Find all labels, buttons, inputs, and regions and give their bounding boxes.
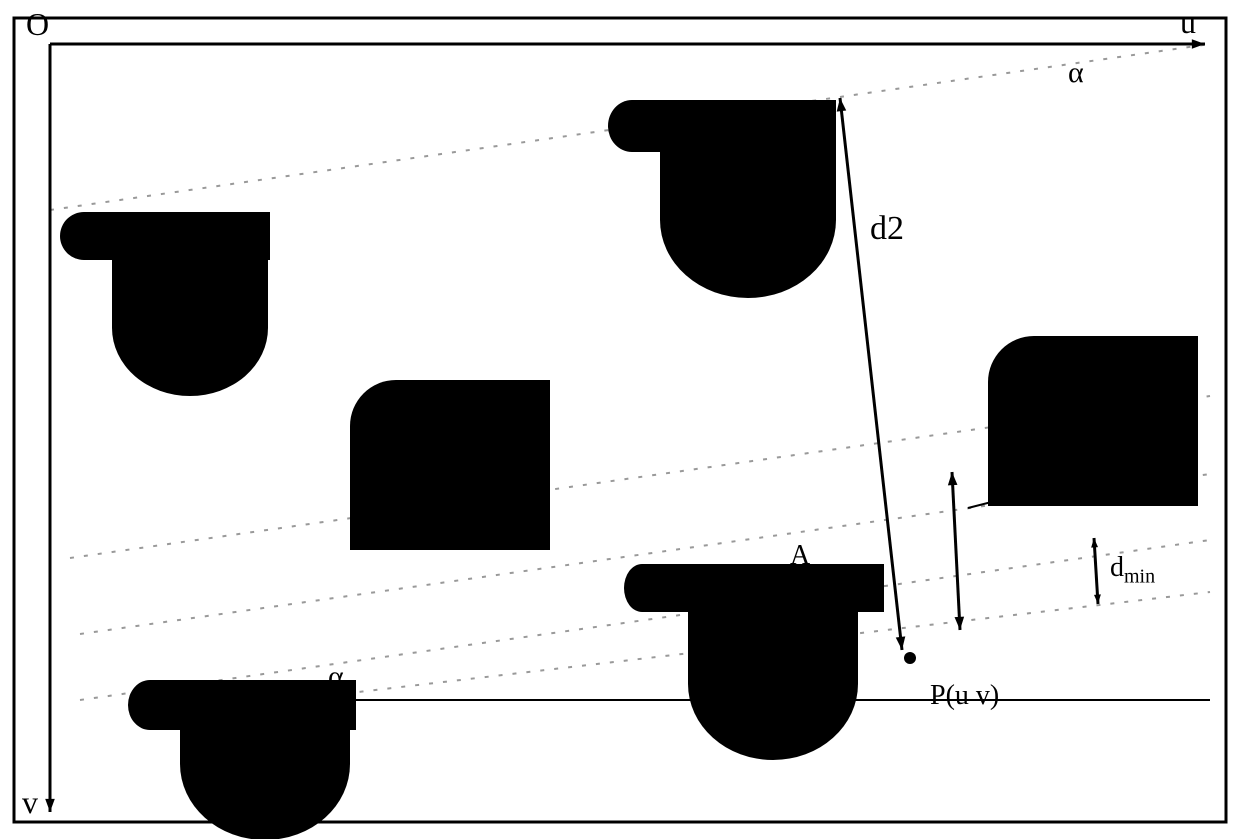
point-p-marker: [904, 652, 916, 664]
shapes-group: [60, 100, 1198, 839]
dmin-label: dmin: [1110, 552, 1155, 589]
origin-label: O: [26, 6, 49, 43]
point-p-label: P(u v): [930, 680, 999, 712]
v-arrow-icon: [45, 799, 55, 812]
a-label: A: [790, 540, 810, 572]
u-axis-label: u: [1180, 4, 1196, 41]
alpha-top-label: α: [1068, 56, 1084, 90]
alpha-bottom-label: α: [328, 660, 344, 694]
diagram-canvas: [0, 0, 1240, 839]
v-axis-label: v: [22, 784, 38, 821]
d1-label: d1: [1082, 462, 1116, 500]
d2-label: d2: [870, 210, 904, 248]
dmin-dimension: [1091, 538, 1101, 604]
